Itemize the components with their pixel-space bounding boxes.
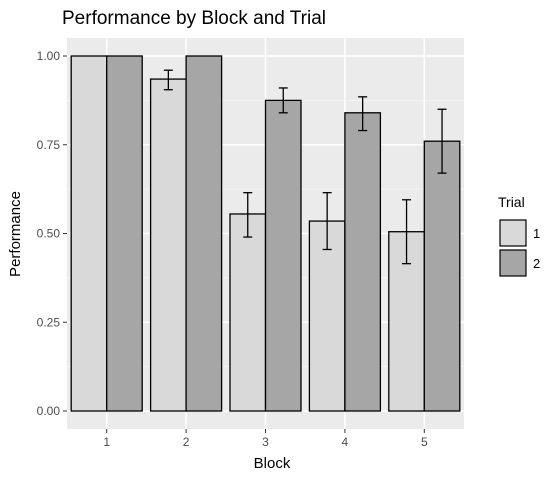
legend-label-2: 2 bbox=[533, 256, 540, 271]
bar-trial-1-block-2 bbox=[149, 78, 187, 412]
y-tick-label: 1.00 bbox=[37, 49, 61, 63]
error-bar-trial-2-block-4 bbox=[358, 96, 368, 132]
bar-trial-2-block-4 bbox=[344, 112, 382, 412]
y-tick-label: 0.75 bbox=[37, 138, 61, 152]
chart-title: Performance by Block and Trial bbox=[62, 8, 326, 29]
y-tick-label: 0.25 bbox=[37, 315, 61, 329]
error-bars bbox=[163, 69, 447, 265]
bar-trial-2-block-5 bbox=[423, 140, 461, 412]
error-bar-trial-2-block-5 bbox=[437, 108, 447, 174]
x-tick-label: 4 bbox=[342, 435, 349, 449]
bar-trial-2-block-2 bbox=[185, 55, 223, 412]
error-bar-trial-1-block-2 bbox=[163, 69, 173, 91]
x-tick-label: 3 bbox=[262, 435, 269, 449]
legend-title: Trial bbox=[498, 194, 525, 210]
error-bar-trial-1-block-5 bbox=[402, 199, 412, 265]
y-tick-label: 0.50 bbox=[37, 227, 61, 241]
y-axis: 0.00 0.25 0.50 0.75 1.00 bbox=[37, 49, 67, 418]
error-bar-trial-1-block-4 bbox=[322, 192, 332, 251]
legend-key-2 bbox=[499, 249, 527, 277]
x-tick-label: 2 bbox=[183, 435, 190, 449]
bar-trial-1-block-3 bbox=[229, 213, 267, 412]
x-tick-label: 1 bbox=[103, 435, 110, 449]
error-bar-trial-2-block-3 bbox=[278, 87, 288, 114]
bar-trial-2-block-3 bbox=[264, 99, 302, 412]
x-axis-title: Block bbox=[254, 455, 291, 472]
error-bar-trial-1-block-3 bbox=[243, 192, 253, 238]
bar-trial-2-block-1 bbox=[106, 55, 143, 412]
y-axis-title: Performance bbox=[7, 191, 24, 277]
legend: Trial 1 2 bbox=[498, 194, 540, 277]
bars bbox=[70, 55, 461, 412]
legend-key-1 bbox=[499, 219, 527, 247]
bar-trial-1-block-1 bbox=[70, 55, 108, 412]
y-tick-label: 0.00 bbox=[37, 404, 61, 418]
legend-label-1: 1 bbox=[533, 226, 540, 241]
x-axis: 1 2 3 4 5 bbox=[103, 429, 428, 449]
x-tick-label: 5 bbox=[421, 435, 428, 449]
